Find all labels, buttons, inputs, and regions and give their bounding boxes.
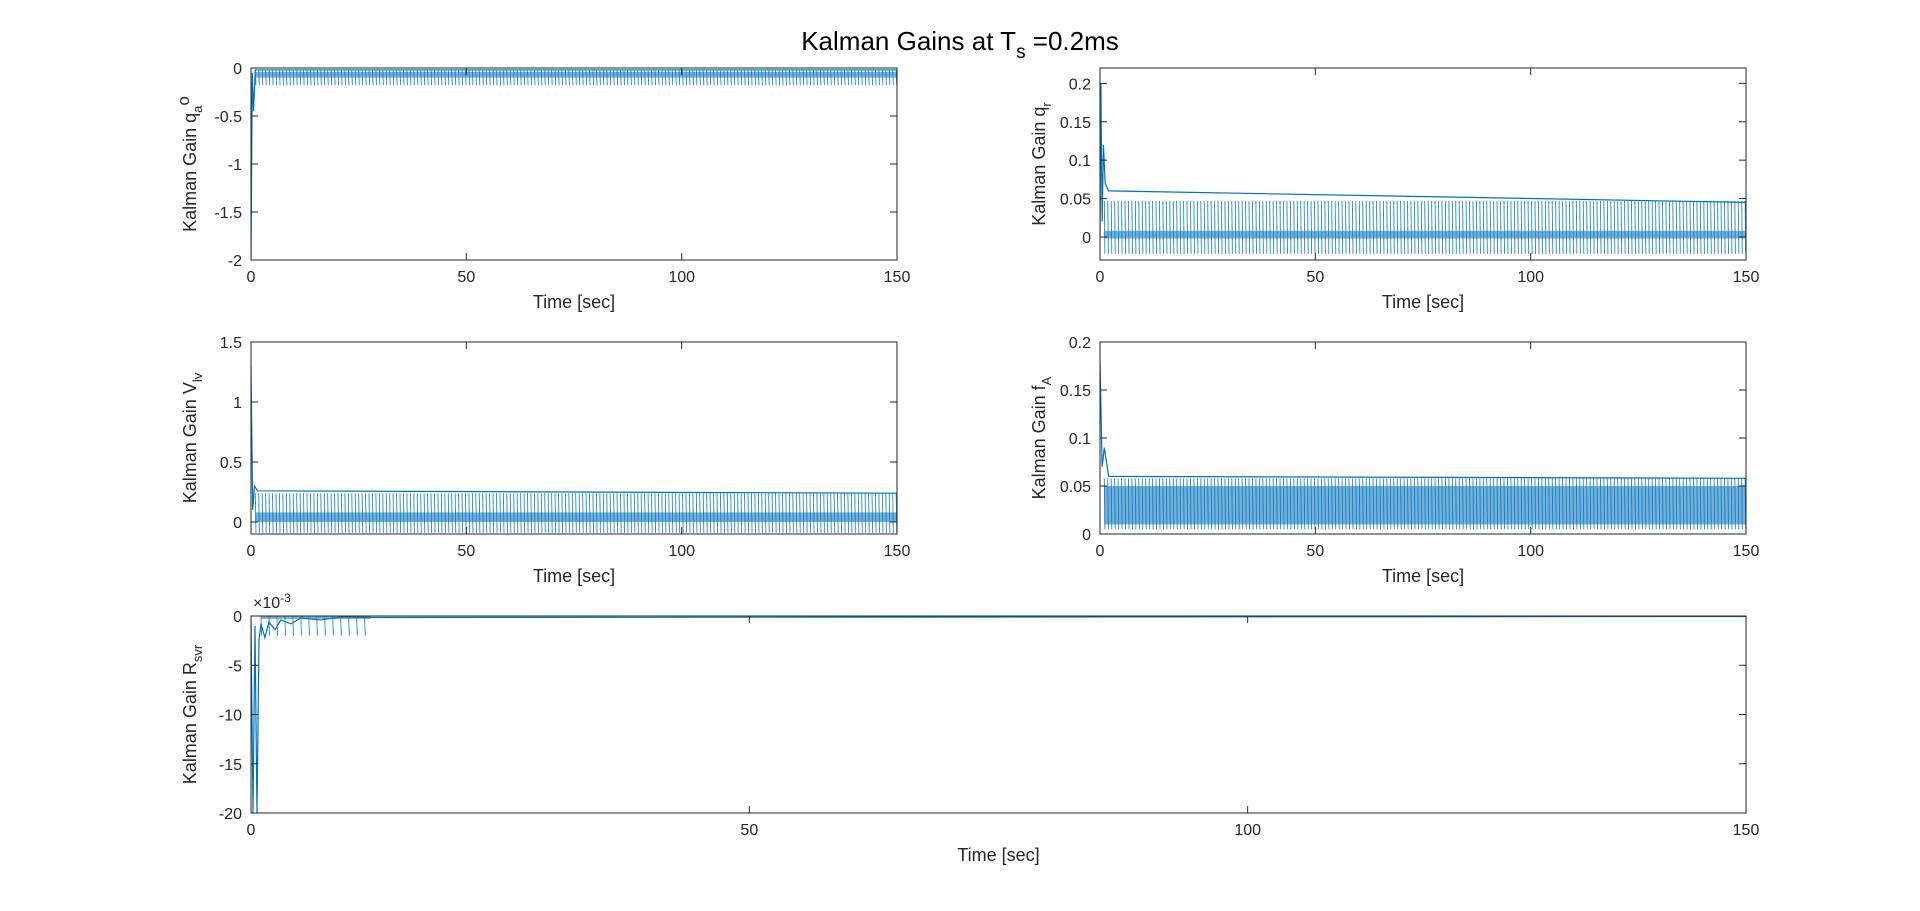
x-tick-label: 150: [884, 543, 911, 560]
x-tick-label: 100: [668, 543, 695, 560]
x-axis-label: Time [sec]: [1382, 566, 1464, 586]
x-tick-label: 150: [884, 269, 911, 286]
axes-frame: [1099, 67, 1747, 261]
x-axis-label: Time [sec]: [1382, 292, 1464, 312]
y-exponent-base: ×10: [253, 595, 280, 612]
y-tick-label: 0.1: [1069, 431, 1091, 448]
y-tick-label: 1: [233, 395, 242, 412]
y-tick-label: 0: [233, 61, 242, 78]
oscillation-spikes: [1103, 478, 1746, 530]
y-label-sub: a: [190, 105, 205, 113]
x-tick-label: 100: [1234, 822, 1261, 839]
y-label-sup: o: [174, 96, 193, 105]
y-axis-label: Kalman Gain Rsvr: [180, 644, 205, 784]
y-tick-label: 0: [233, 515, 242, 532]
x-tick-label: 50: [740, 822, 758, 839]
y-axis-label: Kalman Gain qao: [174, 96, 205, 232]
y-tick-label: 0.05: [1060, 192, 1091, 209]
figure-title: Kalman Gains at Ts =0.2ms: [801, 26, 1119, 63]
axes-frame: [250, 341, 898, 535]
y-tick-label: 0: [233, 609, 242, 626]
series-line-1: [251, 616, 1746, 813]
y-tick-label: 0.15: [1060, 383, 1091, 400]
data-layer: [251, 69, 897, 260]
y-tick-label: -5: [228, 658, 242, 675]
x-tick-label: 150: [1733, 543, 1760, 560]
x-tick-label: 100: [1517, 269, 1544, 286]
y-exponent-label: ×10-3: [253, 591, 291, 612]
x-tick-label: 100: [668, 269, 695, 286]
subplot-1: 0 50 100 150 -2 -1.5 -1 -0.5 0 Time [sec] Kalman G…: [174, 61, 910, 312]
x-tick-label: 150: [1733, 269, 1760, 286]
y-tick-label: -15: [219, 757, 242, 774]
oscillation-dense-band: [260, 616, 371, 619]
y-label-sub: A: [1039, 376, 1054, 385]
y-axis-label: Kalman Gain Vlv: [180, 372, 205, 503]
y-tick-label: -0.5: [214, 109, 242, 126]
y-label-sub: lv: [190, 372, 205, 382]
y-axis-label: Kalman Gain qr: [1029, 102, 1054, 226]
y-tick-label: -1: [228, 157, 242, 174]
y-tick-label: 0: [1082, 230, 1091, 247]
y-tick-label: -20: [219, 806, 242, 823]
x-tick-label: 0: [247, 543, 256, 560]
series-line-1: [251, 69, 897, 260]
series-line-1: [1100, 361, 1746, 479]
data-layer: [1100, 361, 1746, 530]
y-tick-label: 0.2: [1069, 76, 1091, 93]
subplot-2: 0 50 100 150 0 0.05 0.1 0.15 0.2 Time [sec] Kalman…: [1029, 67, 1760, 312]
y-label-base: Kalman Gain V: [180, 382, 200, 503]
x-tick-label: 50: [457, 269, 475, 286]
y-tick-label: 0: [1082, 527, 1091, 544]
y-axis-label: Kalman Gain fA: [1029, 376, 1054, 499]
x-tick-label: 0: [247, 269, 256, 286]
oscillation-spikes: [254, 493, 897, 533]
y-tick-label: 0.05: [1060, 479, 1091, 496]
subplot-3: 0 50 100 150 0 0.5 1 1.5 Time [sec] Kalman Gain V…: [180, 335, 910, 586]
x-tick-label: 150: [1733, 822, 1760, 839]
plot-area: [251, 616, 1746, 813]
y-label-base: Kalman Gain R: [180, 662, 200, 784]
x-axis-label: Time [sec]: [533, 566, 615, 586]
subplot-4: 0 50 100 150 0 0.05 0.1 0.15 0.2 Time [sec] Kalman…: [1029, 335, 1759, 586]
subplot-5: 0 50 100 150 -20 -15 -10 -5 0 Time [sec] Kalman Ga…: [180, 591, 1759, 865]
plot-area: [251, 68, 897, 260]
figure-title-tail: =0.2ms: [1026, 26, 1119, 56]
y-label-sub: svr: [190, 644, 205, 662]
y-exponent-power: -3: [280, 591, 291, 605]
y-tick-label: 0.15: [1060, 115, 1091, 132]
y-tick-label: 1.5: [220, 335, 242, 352]
x-tick-label: 50: [1306, 543, 1324, 560]
x-tick-label: 0: [1096, 269, 1105, 286]
x-tick-label: 0: [247, 822, 256, 839]
x-tick-label: 0: [1096, 543, 1105, 560]
x-tick-label: 100: [1517, 543, 1544, 560]
figure-title-base: Kalman Gains at T: [801, 26, 1016, 56]
y-tick-label: 0.5: [220, 455, 242, 472]
oscillation-spikes: [254, 69, 897, 86]
x-tick-label: 50: [457, 543, 475, 560]
x-tick-label: 50: [1306, 269, 1324, 286]
y-tick-label: 0.1: [1069, 153, 1091, 170]
y-label-base: Kalman Gain q: [1029, 107, 1049, 226]
data-layer: [251, 616, 1746, 813]
y-label-sub: r: [1039, 102, 1054, 107]
y-label-base: Kalman Gain f: [1029, 384, 1049, 499]
y-tick-label: 0.2: [1069, 335, 1091, 352]
y-label-base: Kalman Gain q: [180, 113, 200, 232]
figure-title-sub: s: [1016, 42, 1026, 63]
y-tick-label: -10: [219, 708, 242, 725]
y-tick-label: -1.5: [214, 205, 242, 222]
oscillation-spikes: [1103, 200, 1746, 254]
y-tick-label: -2: [228, 253, 242, 270]
x-axis-label: Time [sec]: [957, 845, 1039, 865]
x-axis-label: Time [sec]: [533, 292, 615, 312]
